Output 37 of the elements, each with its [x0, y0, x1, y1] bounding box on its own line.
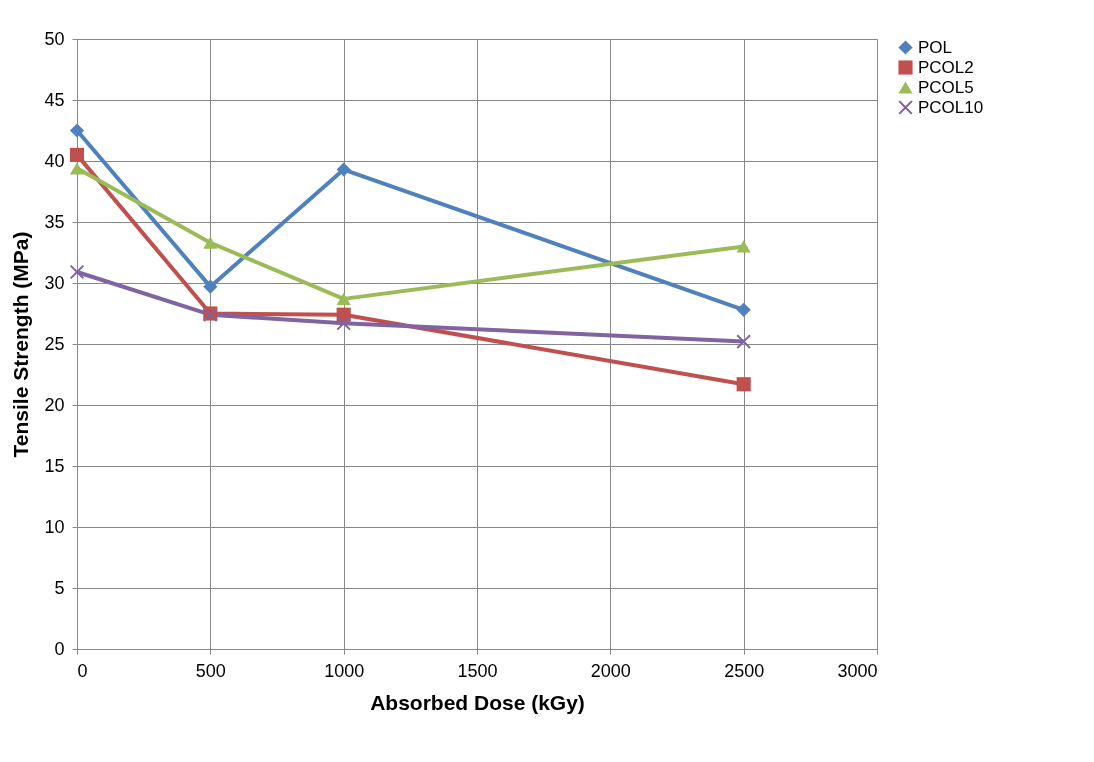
point [69, 123, 85, 138]
legend-label: PCOL2 [918, 57, 974, 77]
legend-label: POL [918, 37, 953, 57]
legend-label: PCOL10 [918, 97, 984, 117]
y-tick-label: 10 [44, 516, 65, 537]
y-tick-label: 5 [54, 577, 65, 598]
x-tick-label: 2000 [590, 660, 631, 681]
x-tick-label: 3000 [837, 660, 878, 681]
y-tick-label: 15 [44, 455, 65, 476]
y-tick-label: 25 [44, 333, 65, 354]
point [203, 279, 218, 294]
y-tick-label: 45 [44, 89, 65, 110]
y-tick-label: 50 [44, 28, 65, 49]
point [336, 316, 351, 331]
x-axis-title: Absorbed Dose (kGy) [370, 690, 585, 714]
x-tick-label: 1500 [457, 660, 498, 681]
point [736, 302, 751, 317]
point [736, 240, 751, 253]
y-tick-label: 20 [44, 394, 65, 415]
legend-label: PCOL5 [918, 77, 974, 97]
point [69, 147, 85, 162]
x-tick-label: 2500 [724, 660, 765, 681]
x-tick-label: 1000 [324, 660, 365, 681]
point [736, 334, 751, 349]
point [69, 162, 85, 175]
y-axis-title: Tensile Strength (MPa) [9, 231, 33, 458]
point [736, 377, 751, 392]
x-tick-label: 0 [77, 660, 88, 681]
x-tick-label: 500 [195, 660, 226, 681]
y-tick-label: 40 [44, 150, 65, 171]
y-tick-label: 0 [54, 638, 65, 659]
point [336, 162, 351, 177]
point [203, 236, 218, 249]
y-tick-label: 35 [44, 211, 65, 232]
y-tick-label: 30 [44, 272, 65, 293]
point [69, 264, 85, 280]
point [336, 292, 351, 305]
